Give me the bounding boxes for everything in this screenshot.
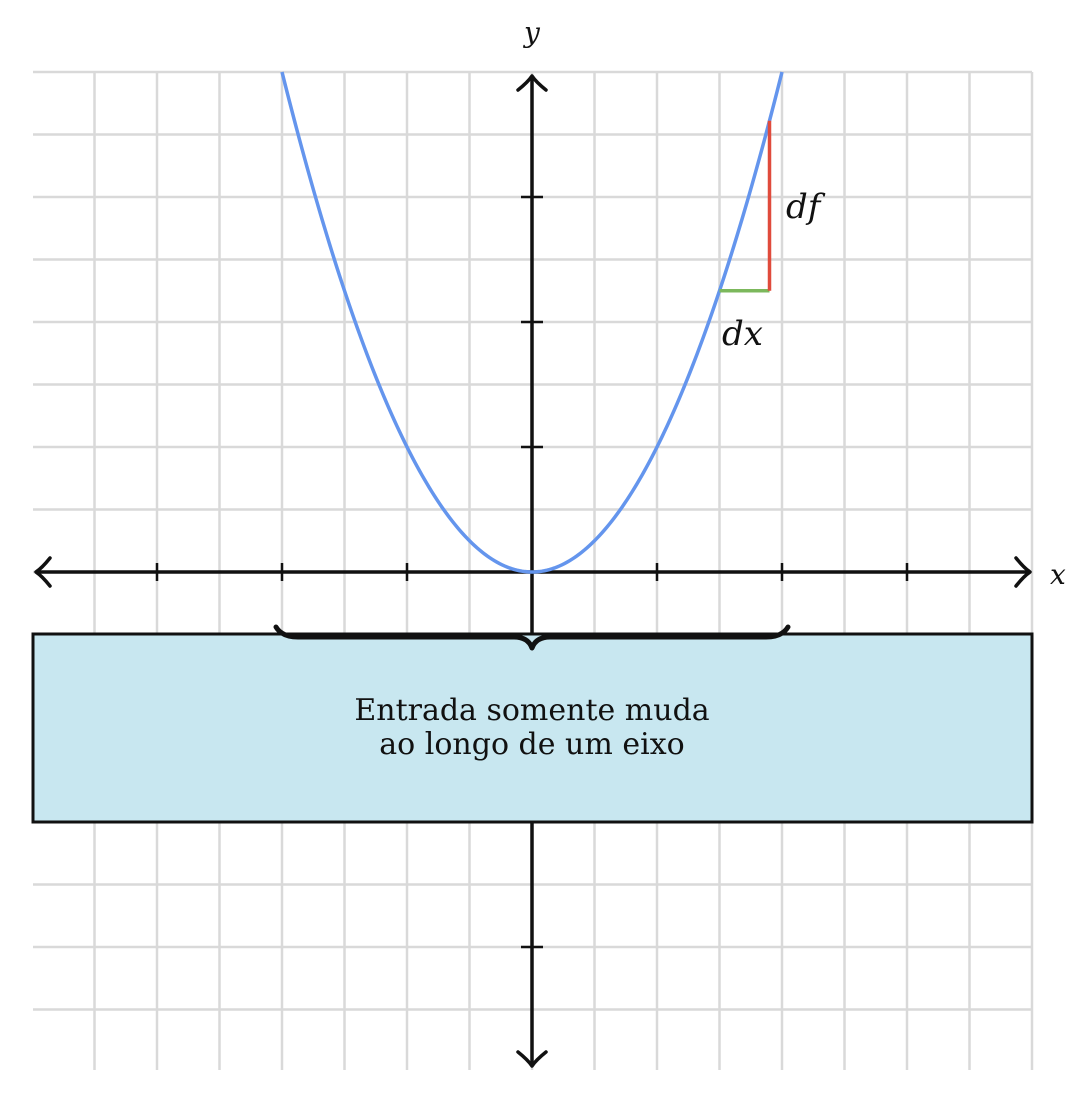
parabola-curve [280,71,784,574]
brace-icon [273,624,791,651]
x-axis-left-arrow-icon [34,556,52,588]
info-box [31,632,1034,824]
axis-ticks [155,195,909,949]
dx-label: dx [722,314,763,354]
df-label: df [786,187,826,227]
info-box-line-2: ao longo de um eixo [379,727,684,762]
y-axis-label: y [522,16,541,49]
info-box-line-1: Entrada somente muda [354,693,709,728]
x-axis-label: x [1050,558,1066,591]
y-axis-bottom-arrow-icon [516,1050,548,1068]
x-axis-right-arrow-icon [1014,556,1032,588]
y-axis-top-arrow-icon [516,74,548,92]
